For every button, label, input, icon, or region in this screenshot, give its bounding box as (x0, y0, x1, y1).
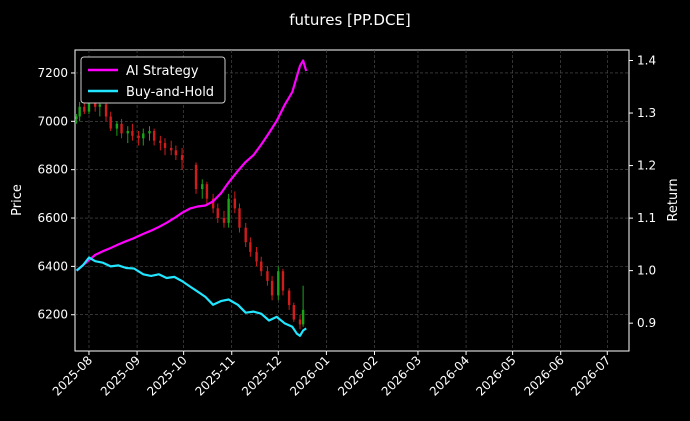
candle-body (298, 319, 302, 325)
candle-body (281, 271, 285, 291)
candle-body (87, 97, 91, 112)
candle-body (244, 227, 247, 243)
candle-body (255, 251, 258, 262)
candle-body (180, 155, 184, 161)
y-right-tick-label: 1.3 (637, 106, 656, 120)
y-right-tick-label: 1.4 (637, 54, 656, 68)
y-axis-right-label: Return (666, 178, 681, 221)
candle-body (78, 106, 81, 117)
candle-body (211, 198, 215, 209)
y-left-tick-label: 6200 (37, 308, 68, 322)
chart-title: futures [PP.DCE] (289, 11, 411, 29)
x-tick-label: 2025-11 (193, 353, 238, 398)
candle-body (249, 242, 252, 252)
candle-body (205, 184, 209, 199)
x-tick-label: 2026-07 (568, 353, 613, 398)
y-axis-left-label: Price (10, 184, 25, 216)
y-right-tick-label: 1.1 (637, 211, 656, 225)
candle-body (152, 130, 156, 141)
y-right-tick-label: 1.0 (637, 264, 656, 278)
x-tick-label: 2026-04 (427, 353, 472, 398)
legend-label-buy-and-hold: Buy-and-Hold (126, 85, 214, 100)
candle-body (222, 218, 226, 223)
series-line-1 (75, 256, 307, 337)
candle-body (216, 208, 219, 219)
y-left-tick-label: 7200 (37, 66, 68, 80)
candle-body (194, 164, 198, 190)
x-tick-label: 2025-12 (239, 353, 284, 398)
y-right-tick-label: 0.9 (637, 316, 656, 330)
y-axis-left-ticks: 6200 6400 6600 6800 7000 7200 (37, 66, 75, 322)
x-tick-label: 2025-10 (144, 353, 189, 398)
y-left-tick-label: 6800 (37, 163, 68, 177)
candle-body (120, 123, 123, 134)
legend: AI Strategy Buy-and-Hold (80, 56, 226, 104)
x-tick-label: 2026-01 (287, 353, 332, 398)
grid (75, 50, 629, 351)
candle-body (201, 184, 204, 190)
candle-body (142, 133, 145, 139)
candle-body (301, 309, 305, 325)
candle-body (260, 261, 263, 272)
candle-body (227, 198, 230, 223)
legend-label-ai-strategy: AI Strategy (126, 64, 199, 79)
candle-body (292, 305, 296, 320)
x-tick-label: 2025-09 (98, 353, 143, 398)
candle-body (137, 135, 140, 139)
candle-body (104, 104, 108, 117)
candle-body (277, 271, 280, 296)
candle-body (109, 116, 112, 129)
candle-body (266, 271, 269, 281)
y-axis-right-ticks: 0.9 1.0 1.1 1.2 1.3 1.4 (629, 54, 656, 330)
candle-body (163, 143, 167, 148)
candle-body (233, 198, 237, 209)
candle-body (170, 147, 173, 151)
candle-body (98, 104, 102, 107)
series-line-0 (75, 59, 308, 272)
x-tick-label: 2026-06 (521, 353, 566, 398)
x-tick-label: 2025-08 (50, 353, 95, 398)
candle-body (159, 140, 162, 144)
x-tick-label: 2026-03 (379, 353, 424, 398)
y-left-tick-label: 6400 (37, 259, 68, 273)
candle-body (238, 208, 241, 228)
y-right-tick-label: 1.2 (637, 159, 656, 173)
candle-body (148, 130, 151, 134)
candle-body (174, 150, 178, 156)
candle-body (131, 130, 134, 136)
x-tick-label: 2026-05 (473, 353, 518, 398)
candle-body (270, 280, 274, 296)
y-left-tick-label: 6600 (37, 211, 68, 225)
candle-body (115, 123, 119, 129)
series-lines (75, 59, 308, 337)
candle-body (126, 130, 129, 134)
x-tick-label: 2026-02 (335, 353, 380, 398)
candle-body (75, 116, 78, 119)
candle-body (287, 290, 291, 306)
x-axis-ticks: 2025-08 2025-09 2025-10 2025-11 2025-12 2026-… (50, 351, 613, 399)
candle-body (83, 106, 86, 112)
y-left-tick-label: 7000 (37, 114, 68, 128)
